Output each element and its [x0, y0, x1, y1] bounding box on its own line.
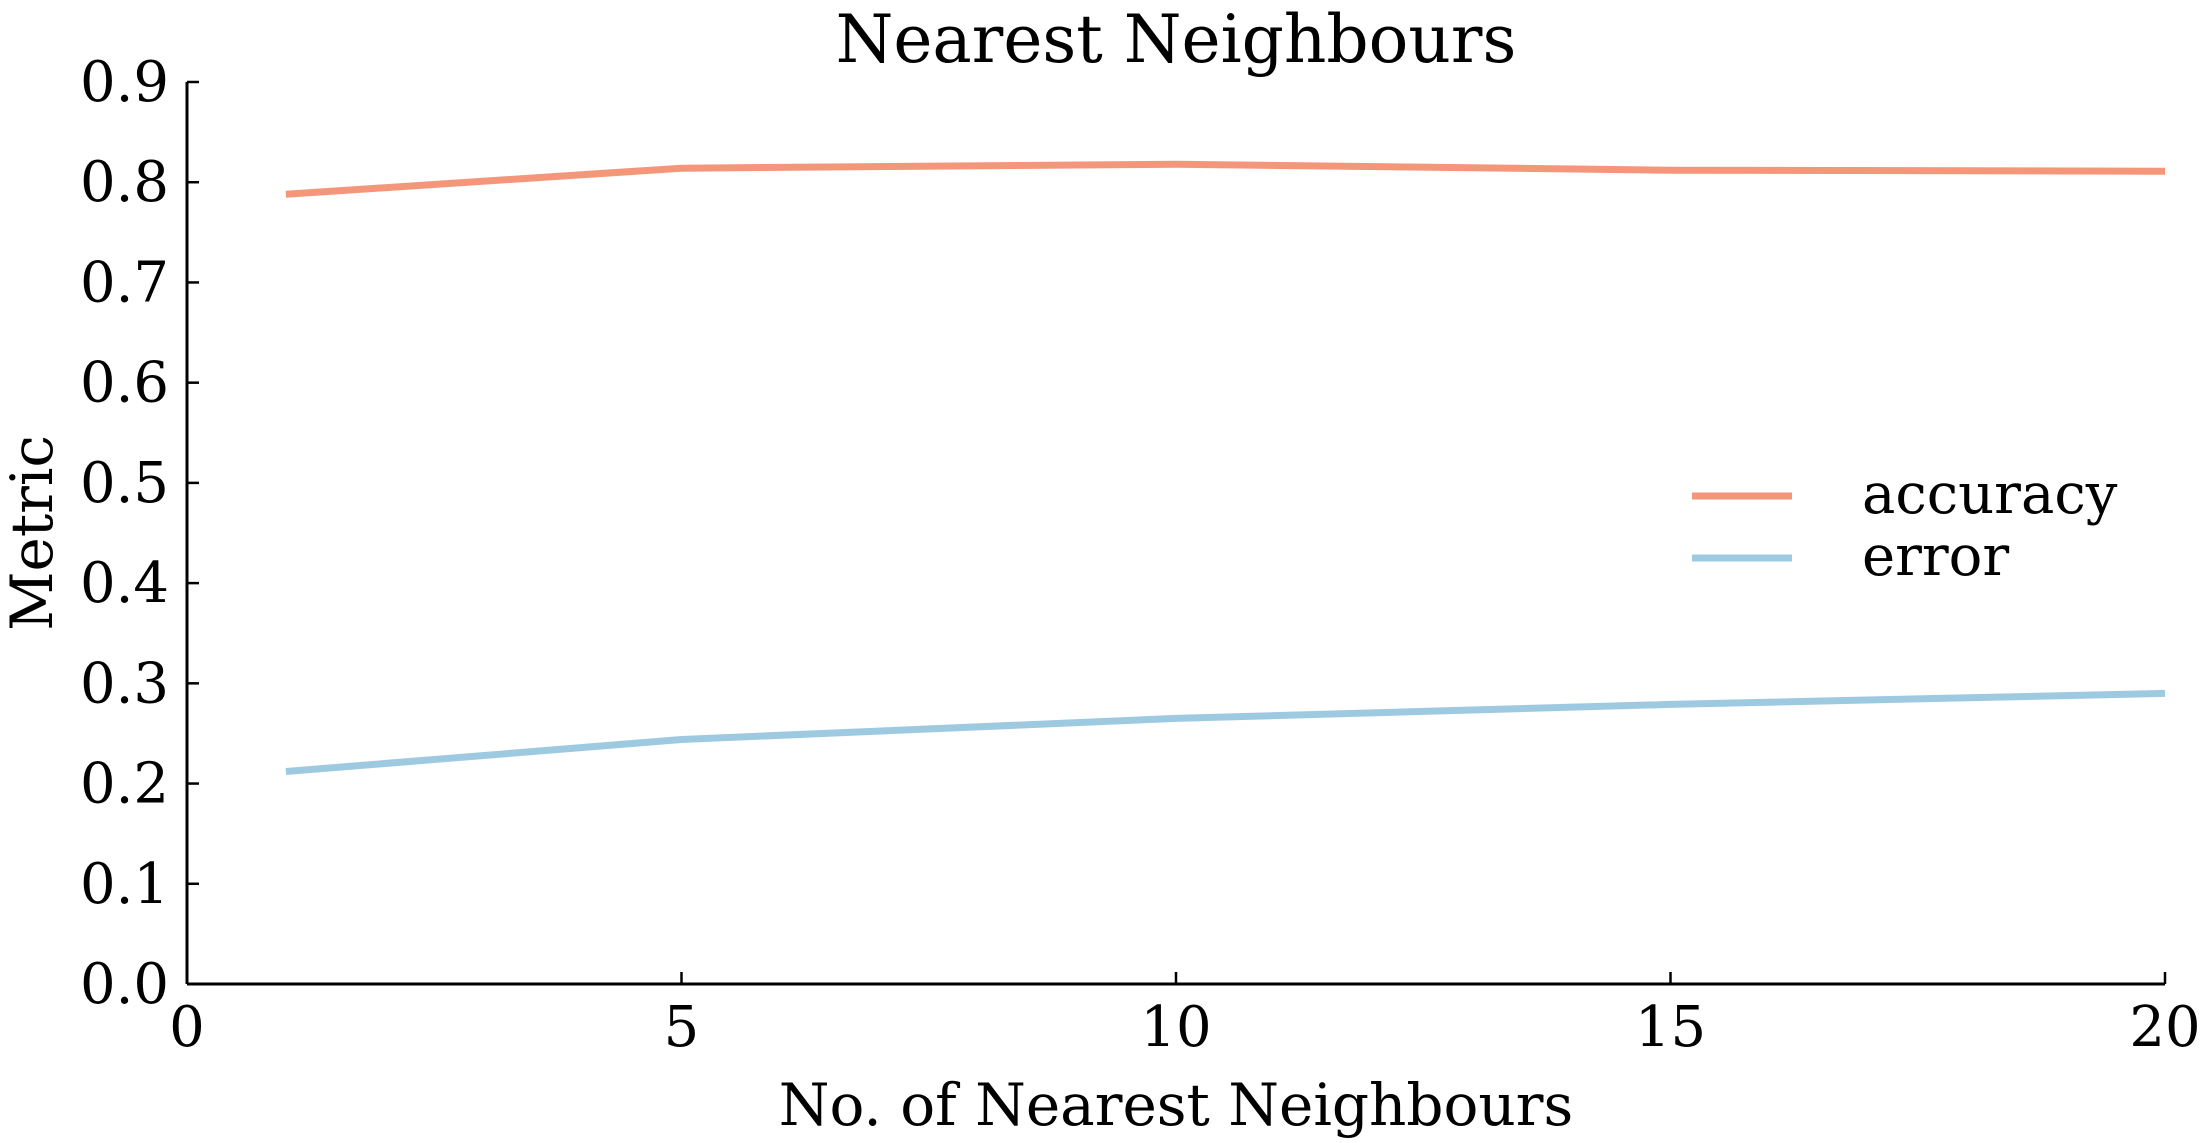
- series-line-accuracy: [285, 160, 2166, 198]
- chart-title: Nearest Neighbours: [836, 1, 1517, 78]
- x-tick-label: 5: [664, 995, 700, 1060]
- y-axis-ticks: 0.0 0.1 0.2 0.3 0.4 0.5 0.6 0.7 0.8 0.9: [80, 50, 199, 1017]
- y-tick-label: 0.8: [80, 150, 169, 215]
- legend-label-error: error: [1862, 524, 2009, 589]
- x-axis-ticks: 0 5 10 15 20: [169, 972, 2200, 1060]
- y-tick-label: 0.6: [80, 351, 169, 416]
- y-axis-title: Metric: [0, 435, 66, 631]
- y-tick-label: 0.4: [80, 551, 169, 616]
- y-tick-label: 0.5: [80, 451, 169, 516]
- x-tick-label: 10: [1140, 995, 1211, 1060]
- y-tick-label: 0.9: [80, 50, 169, 115]
- series-lines: [285, 160, 2166, 775]
- y-tick-label: 0.7: [80, 250, 169, 315]
- x-tick-label: 15: [1635, 995, 1706, 1060]
- series-line-error: [285, 689, 2166, 775]
- y-tick-label: 0.2: [80, 752, 169, 817]
- y-tick-label: 0.3: [80, 651, 169, 716]
- y-tick-label: 0.1: [80, 852, 169, 917]
- legend-label-accuracy: accuracy: [1862, 462, 2118, 527]
- x-tick-label: 20: [2129, 995, 2200, 1060]
- x-tick-label: 0: [169, 995, 205, 1060]
- y-tick-label: 0.0: [80, 952, 169, 1017]
- x-axis-title: No. of Nearest Neighbours: [779, 1071, 1574, 1139]
